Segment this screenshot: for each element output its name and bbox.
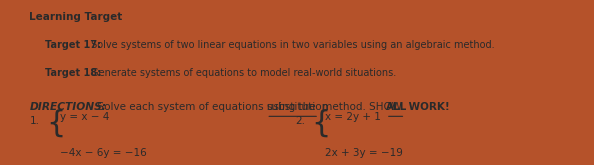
Text: 1.: 1. [29,115,39,126]
Text: DIRECTIONS:: DIRECTIONS: [29,102,106,112]
Text: WORK!: WORK! [405,102,450,112]
Text: method. SHOW: method. SHOW [319,102,405,112]
Text: Learning Target: Learning Target [29,12,122,22]
Text: y = x − 4: y = x − 4 [61,112,110,122]
Text: Target 17:: Target 17: [45,40,101,50]
Text: 2.: 2. [295,115,305,126]
Text: Solve systems of two linear equations in two variables using an algebraic method: Solve systems of two linear equations in… [88,40,495,50]
Text: {: { [46,109,66,138]
Text: Generate systems of equations to model real-world situations.: Generate systems of equations to model r… [88,68,396,78]
Text: Solve each system of equations using the: Solve each system of equations using the [91,102,319,112]
Text: Target 18:: Target 18: [45,68,101,78]
Text: −4x − 6y = −16: −4x − 6y = −16 [61,148,147,159]
Text: 2x + 3y = −19: 2x + 3y = −19 [326,148,403,159]
Text: x = 2y + 1: x = 2y + 1 [326,112,381,122]
Text: {: { [311,109,330,138]
Text: ALL: ALL [386,102,407,112]
Text: substitution: substitution [266,102,328,112]
